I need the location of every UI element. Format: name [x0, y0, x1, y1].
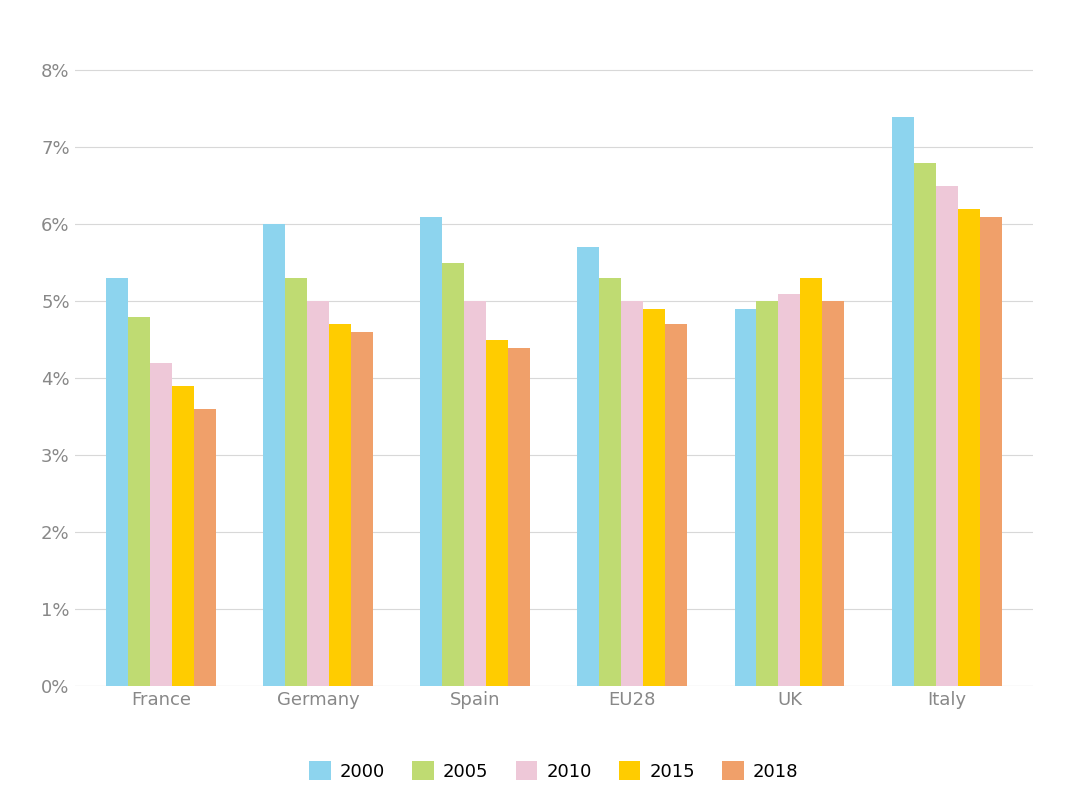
Bar: [464, 302, 487, 686]
Bar: [914, 163, 936, 686]
Bar: [351, 332, 373, 686]
Bar: [106, 279, 128, 686]
Bar: [621, 302, 643, 686]
Bar: [666, 325, 687, 686]
Bar: [487, 340, 508, 686]
Bar: [194, 409, 216, 686]
Bar: [421, 217, 442, 686]
Legend: 2000, 2005, 2010, 2015, 2018: 2000, 2005, 2010, 2015, 2018: [302, 754, 805, 788]
Bar: [307, 302, 329, 686]
Bar: [980, 217, 1001, 686]
Bar: [508, 348, 530, 686]
Bar: [329, 325, 351, 686]
Bar: [756, 302, 779, 686]
Bar: [150, 363, 171, 686]
Bar: [263, 224, 285, 686]
Bar: [779, 294, 801, 686]
Bar: [957, 209, 980, 686]
Bar: [643, 309, 666, 686]
Bar: [577, 247, 600, 686]
Bar: [801, 279, 822, 686]
Bar: [735, 309, 756, 686]
Bar: [822, 302, 845, 686]
Bar: [600, 279, 621, 686]
Bar: [128, 317, 150, 686]
Bar: [285, 279, 307, 686]
Bar: [891, 117, 914, 686]
Bar: [171, 386, 194, 686]
Bar: [936, 186, 957, 686]
Bar: [442, 263, 464, 686]
